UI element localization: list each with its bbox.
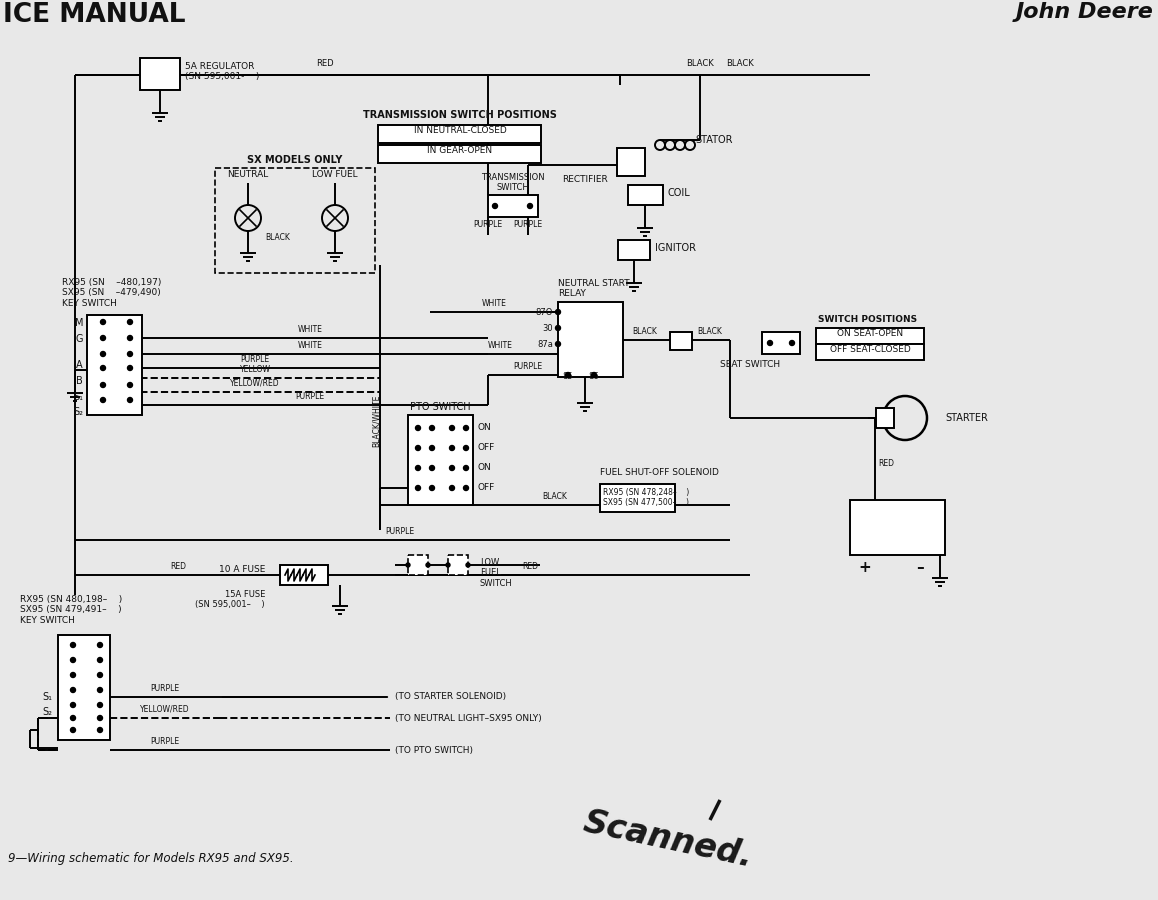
- Text: BLACK: BLACK: [632, 327, 658, 336]
- Circle shape: [97, 658, 103, 662]
- Text: M: M: [74, 318, 83, 328]
- Circle shape: [790, 340, 794, 346]
- Text: PURPLE: PURPLE: [295, 392, 324, 401]
- Circle shape: [127, 398, 132, 402]
- Circle shape: [101, 352, 105, 356]
- Circle shape: [492, 203, 498, 209]
- Circle shape: [71, 643, 75, 647]
- Text: SX MODELS ONLY: SX MODELS ONLY: [248, 155, 343, 165]
- Text: PURPLE: PURPLE: [241, 355, 270, 364]
- Circle shape: [463, 485, 469, 490]
- Text: 87O: 87O: [536, 308, 554, 317]
- Text: STATOR: STATOR: [695, 135, 733, 145]
- Bar: [618, 240, 650, 260]
- Circle shape: [426, 563, 430, 567]
- Bar: [488, 195, 538, 217]
- Text: YELLOW/RED: YELLOW/RED: [140, 705, 190, 714]
- Bar: [448, 555, 468, 575]
- Text: (TO PTO SWITCH): (TO PTO SWITCH): [395, 745, 472, 754]
- Text: 9—Wiring schematic for Models RX95 and SX95.: 9—Wiring schematic for Models RX95 and S…: [8, 852, 294, 865]
- Bar: [87, 315, 142, 415]
- Circle shape: [430, 446, 434, 451]
- Text: OFF: OFF: [478, 444, 496, 453]
- Text: IGNITOR: IGNITOR: [655, 243, 696, 253]
- Text: BLACK: BLACK: [697, 327, 723, 336]
- Text: WHITE: WHITE: [482, 299, 506, 308]
- Circle shape: [463, 446, 469, 451]
- Bar: [140, 58, 179, 90]
- Circle shape: [430, 426, 434, 430]
- Circle shape: [97, 643, 103, 647]
- Text: PTO SWITCH: PTO SWITCH: [410, 402, 470, 412]
- Bar: [215, 168, 375, 273]
- Text: COIL: COIL: [668, 188, 691, 198]
- Text: ON: ON: [478, 424, 492, 433]
- Text: BLACK: BLACK: [265, 233, 290, 242]
- Text: 10 A FUSE: 10 A FUSE: [219, 565, 265, 574]
- Bar: [762, 332, 800, 354]
- Circle shape: [446, 563, 450, 567]
- Circle shape: [127, 352, 132, 356]
- Circle shape: [449, 426, 454, 430]
- Circle shape: [449, 485, 454, 490]
- Circle shape: [430, 465, 434, 471]
- Circle shape: [127, 382, 132, 388]
- Circle shape: [556, 326, 560, 330]
- Circle shape: [97, 727, 103, 733]
- Circle shape: [71, 688, 75, 692]
- Text: RX95 (SN    –480,197)
SX95 (SN    –479,490)
KEY SWITCH: RX95 (SN –480,197) SX95 (SN –479,490) KE…: [63, 278, 161, 308]
- Circle shape: [416, 446, 420, 451]
- Text: S₂: S₂: [42, 707, 52, 717]
- Text: ON: ON: [478, 464, 492, 472]
- Text: WHITE: WHITE: [298, 341, 322, 350]
- Text: YELLOW: YELLOW: [240, 365, 271, 374]
- Text: 5A REGULATOR
(SN 595,001-    ): 5A REGULATOR (SN 595,001- ): [185, 62, 259, 81]
- Circle shape: [565, 373, 571, 377]
- Circle shape: [768, 340, 772, 346]
- Text: IN NEUTRAL-CLOSED: IN NEUTRAL-CLOSED: [413, 126, 506, 135]
- Text: OFF: OFF: [478, 483, 496, 492]
- Text: LOW
FUEL
SWITCH: LOW FUEL SWITCH: [481, 558, 513, 588]
- Bar: [280, 565, 328, 585]
- Bar: [875, 408, 894, 428]
- Text: TRANSMISSION SWITCH POSITIONS: TRANSMISSION SWITCH POSITIONS: [364, 110, 557, 120]
- Text: 87a: 87a: [537, 340, 554, 349]
- Circle shape: [466, 563, 470, 567]
- Text: A: A: [76, 360, 83, 370]
- Circle shape: [101, 365, 105, 371]
- Text: S₁: S₁: [42, 692, 52, 702]
- Text: ON SEAT-OPEN: ON SEAT-OPEN: [837, 329, 903, 338]
- Circle shape: [449, 446, 454, 451]
- Circle shape: [101, 398, 105, 402]
- Bar: [850, 500, 945, 555]
- Text: BLACK/WHITE: BLACK/WHITE: [372, 395, 381, 447]
- Text: RED: RED: [522, 562, 538, 571]
- Circle shape: [101, 382, 105, 388]
- Text: LOW FUEL: LOW FUEL: [313, 170, 358, 179]
- Text: 85: 85: [562, 372, 572, 381]
- Bar: [408, 415, 472, 505]
- Bar: [600, 484, 675, 512]
- Bar: [628, 185, 664, 205]
- Text: G: G: [75, 334, 83, 344]
- Text: SX95 (SN 477,500–    ): SX95 (SN 477,500– ): [603, 498, 689, 507]
- Bar: [58, 635, 110, 740]
- Circle shape: [97, 716, 103, 721]
- Circle shape: [101, 320, 105, 325]
- Text: ICE MANUAL: ICE MANUAL: [3, 2, 185, 28]
- Text: BLACK: BLACK: [543, 492, 567, 501]
- Text: B: B: [76, 376, 83, 386]
- Text: NEUTRAL: NEUTRAL: [227, 170, 269, 179]
- Text: RX95 (SN 478,248–    ): RX95 (SN 478,248– ): [603, 488, 689, 497]
- Text: PURPLE: PURPLE: [513, 362, 543, 371]
- Text: SEAT SWITCH: SEAT SWITCH: [720, 360, 780, 369]
- Circle shape: [127, 336, 132, 340]
- Text: Scanned.: Scanned.: [580, 806, 756, 874]
- Text: YELLOW/RED: YELLOW/RED: [230, 379, 280, 388]
- Circle shape: [406, 563, 410, 567]
- Text: (TO NEUTRAL LIGHT–SX95 ONLY): (TO NEUTRAL LIGHT–SX95 ONLY): [395, 714, 542, 723]
- Text: S₂: S₂: [73, 407, 83, 417]
- Bar: [378, 145, 541, 163]
- Bar: [816, 328, 924, 344]
- Circle shape: [97, 703, 103, 707]
